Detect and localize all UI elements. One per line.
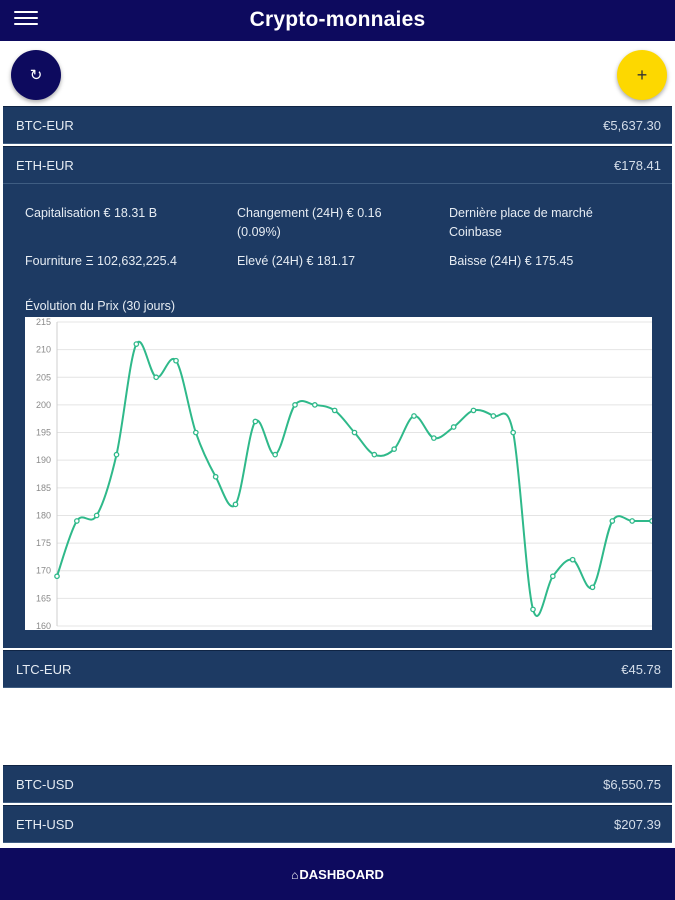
price-point — [649, 518, 655, 524]
price-point — [113, 451, 120, 458]
price-point — [530, 606, 536, 613]
y-tick-label: 190 — [36, 455, 51, 465]
last-market-value: Coinbase — [449, 225, 502, 239]
price-point — [192, 429, 199, 436]
plus-icon: + — [636, 64, 648, 85]
price-chart: 160 165 170 175 180 185 190 195 200 205 210 215 — [25, 317, 655, 631]
pair-name: ETH-USD — [16, 817, 74, 832]
y-tick-label: 210 — [36, 345, 51, 355]
y-tick-label: 160 — [36, 621, 51, 630]
bottom-nav-bar: ⌂DASHBOARD — [0, 848, 675, 900]
price-point — [411, 413, 417, 419]
y-tick-label: 170 — [36, 566, 51, 576]
price-point — [510, 429, 517, 436]
pair-name: LTC-EUR — [16, 662, 72, 677]
y-tick-label: 165 — [36, 593, 51, 603]
price-point — [311, 402, 318, 408]
price-point — [371, 451, 378, 458]
pair-price: $6,550.75 — [603, 777, 661, 792]
price-point — [232, 501, 239, 508]
pair-details-panel: Capitalisation € 18.31 B Changement (24H… — [3, 184, 672, 648]
price-point — [351, 429, 358, 436]
change-percent: (0.09%) — [237, 225, 281, 239]
price-point — [272, 451, 279, 458]
y-tick-label: 205 — [36, 372, 51, 382]
price-point — [331, 407, 338, 414]
home-icon: ⌂ — [291, 868, 299, 882]
pair-price: €45.78 — [621, 662, 661, 677]
price-point — [569, 556, 576, 563]
change-value: Changement (24H) € 0.16 — [237, 206, 382, 220]
price-point — [73, 518, 80, 524]
last-market-label: Dernière place de marché — [449, 206, 593, 220]
pair-row-btc-usd[interactable]: BTC-USD $6,550.75 — [3, 765, 672, 803]
pair-name: BTC-USD — [16, 777, 74, 792]
supply-stat: Fourniture Ξ 102,632,225.4 — [25, 254, 177, 268]
chart-title: Évolution du Prix (30 jours) — [25, 299, 176, 313]
price-point — [430, 435, 437, 441]
pair-row-ltc-eur[interactable]: LTC-EUR €45.78 — [3, 650, 672, 688]
add-button[interactable]: + — [617, 50, 667, 100]
pair-row-eth-eur[interactable]: ETH-EUR €178.41 — [3, 146, 672, 184]
price-point — [173, 357, 179, 364]
refresh-icon: ↻ — [29, 67, 43, 84]
y-tick-label: 215 — [36, 317, 51, 327]
price-point — [629, 518, 636, 524]
price-point — [252, 418, 259, 425]
pair-name: BTC-EUR — [16, 118, 74, 133]
price-point — [589, 584, 596, 591]
price-point — [549, 573, 556, 580]
price-point — [292, 402, 298, 408]
pair-row-btc-eur[interactable]: BTC-EUR €5,637.30 — [3, 106, 672, 144]
app-bar: Crypto-monnaies — [0, 0, 675, 41]
change-stat: Changement (24H) € 0.16 (0.09%) — [237, 204, 382, 242]
dashboard-label: DASHBOARD — [299, 867, 384, 882]
pair-name: ETH-EUR — [16, 158, 74, 173]
price-point — [54, 573, 60, 580]
dashboard-nav-button[interactable]: ⌂DASHBOARD — [0, 867, 675, 882]
y-tick-label: 180 — [36, 510, 51, 520]
last-market-stat: Dernière place de marché Coinbase — [449, 204, 593, 242]
price-point — [93, 512, 100, 519]
price-point — [212, 473, 219, 480]
price-point — [153, 374, 160, 381]
price-point — [450, 424, 457, 430]
low-stat: Baisse (24H) € 175.45 — [449, 254, 574, 268]
price-point — [490, 413, 497, 419]
price-point — [609, 518, 616, 524]
high-stat: Elevé (24H) € 181.17 — [237, 254, 356, 268]
pair-row-eth-usd[interactable]: ETH-USD $207.39 — [3, 805, 672, 843]
refresh-button[interactable]: ↻ — [11, 50, 61, 100]
hamburger-menu-icon[interactable] — [14, 11, 38, 31]
price-point — [133, 341, 140, 347]
page-title: Crypto-monnaies — [249, 8, 426, 31]
y-tick-label: 185 — [36, 483, 51, 493]
y-tick-label: 195 — [36, 428, 51, 438]
price-series-line — [56, 340, 652, 617]
pair-price: €5,637.30 — [603, 118, 661, 133]
y-tick-label: 200 — [36, 400, 51, 410]
pair-price: €178.41 — [614, 158, 661, 173]
price-point — [470, 407, 477, 414]
market-cap-stat: Capitalisation € 18.31 B — [25, 206, 158, 220]
pair-price: $207.39 — [614, 817, 661, 832]
price-point — [391, 446, 398, 452]
y-tick-label: 175 — [36, 538, 51, 548]
price-chart-svg: 160 165 170 175 180 185 190 195 200 205 210 215 — [36, 317, 655, 631]
